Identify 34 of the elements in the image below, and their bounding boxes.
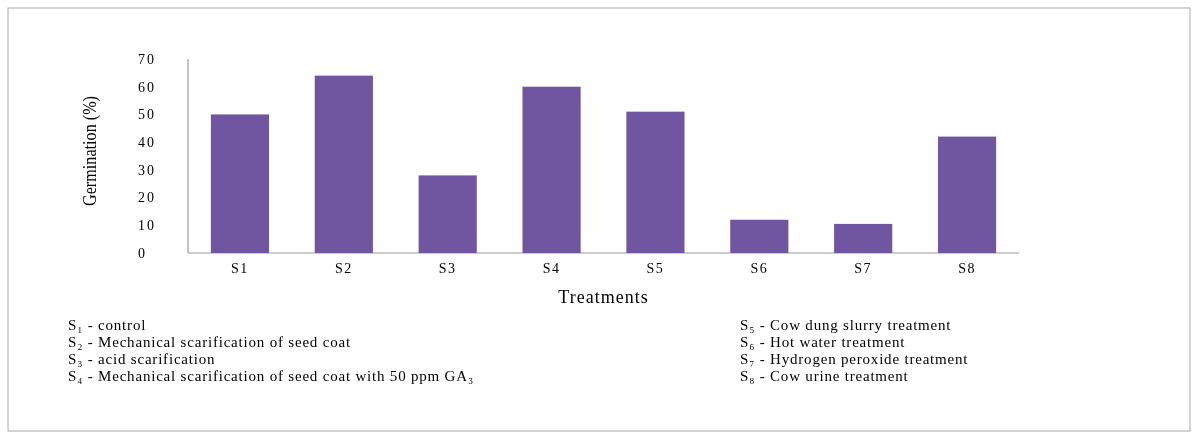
text: S₄ - Mechanical scarification of seed coat with 50 ppm GA₃ [68, 368, 474, 384]
x-tick-label: S5 [646, 261, 665, 276]
x-tick-label: S1 [231, 261, 249, 276]
bar [730, 219, 789, 253]
text: S₈ - Cow urine treatment [740, 368, 909, 384]
text: S₇ - Hydrogen peroxide treatment [740, 351, 969, 367]
x-tick-label: S3 [438, 261, 457, 276]
text: S₅ - Cow dung slurry treatment [740, 317, 952, 333]
y-tick-label: 10 [138, 218, 156, 234]
y-tick-label: 60 [138, 79, 156, 95]
y-tick-label: 20 [138, 190, 156, 206]
x-tick-label: S2 [334, 261, 353, 276]
bar [834, 223, 893, 253]
x-tick-label: S4 [542, 261, 561, 276]
text: S₃ - acid scarification [68, 351, 216, 367]
x-tick-label: S7 [854, 261, 873, 276]
bar [418, 175, 477, 253]
text: S₂ - Mechanical scarification of seed coat [68, 334, 351, 350]
bar [314, 75, 373, 253]
x-tick-label: S8 [958, 261, 976, 276]
y-axis-title: Germination (%) [79, 76, 101, 206]
y-tick-label: 70 [138, 51, 156, 67]
x-tick-label: S6 [750, 261, 769, 276]
y-tick-label: 40 [138, 135, 156, 151]
bar [937, 136, 997, 253]
x-axis-title: Treatments [558, 287, 649, 307]
y-tick-label: 50 [138, 107, 156, 123]
text: S₆ - Hot water treatment [740, 334, 906, 350]
bar [522, 86, 581, 253]
text: S₁ - control [68, 317, 147, 333]
bar [210, 114, 270, 253]
bar [626, 111, 685, 253]
y-tick-label: 0 [138, 245, 147, 261]
y-tick-label: 30 [138, 162, 156, 178]
